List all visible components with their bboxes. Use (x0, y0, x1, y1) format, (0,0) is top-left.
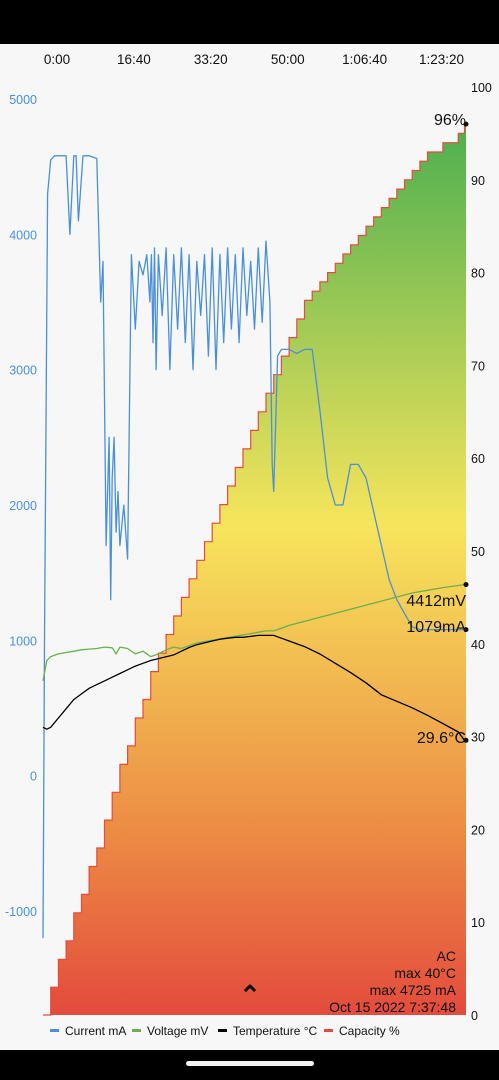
temperature-line (42, 634, 466, 741)
battery-history-chart: 0:00 16:40 33:20 50:00 1:06:40 1:23:20 500040… (5, 52, 492, 1038)
x-tick-label: 1:23:20 (419, 52, 464, 67)
legend-label: Current mA (65, 1024, 126, 1038)
right-tick-label: 70 (471, 359, 485, 373)
info-timestamp: Oct 15 2022 7:37:48 (329, 999, 456, 1015)
legend-swatch (218, 1029, 227, 1032)
right-tick-label: 40 (471, 638, 485, 652)
left-tick-label: 3000 (9, 364, 37, 378)
x-tick-label: 16:40 (117, 52, 151, 67)
current-end-dot (463, 627, 469, 633)
x-tick-label: 33:20 (194, 52, 228, 67)
left-tick-label: -1000 (5, 905, 37, 919)
x-tick-label: 0:00 (44, 52, 70, 67)
legend-label: Temperature °C (233, 1024, 317, 1038)
legend-swatch (324, 1029, 333, 1032)
x-tick-label: 1:06:40 (342, 52, 387, 67)
capacity-area (43, 124, 466, 1016)
right-tick-label: 80 (471, 267, 485, 281)
right-tick-label: 30 (471, 731, 485, 745)
capacity-line (43, 123, 467, 1016)
right-tick-label: 0 (471, 1009, 478, 1023)
info-max-temp: max 40°C (394, 965, 456, 981)
legend-label: Voltage mV (147, 1024, 208, 1038)
chart-legend: Current mA Voltage mV Temperature °C Capaci… (50, 1024, 400, 1038)
left-tick-label: 2000 (9, 499, 37, 513)
capacity-end-dot (463, 121, 469, 127)
info-charger-type: AC (437, 948, 456, 964)
right-tick-label: 20 (471, 823, 485, 837)
voltage-end-dot (463, 582, 469, 588)
expand-chevron-icon[interactable]: ⌃ (239, 980, 261, 1010)
info-max-current: max 4725 mA (370, 982, 457, 998)
temperature-end-dot (463, 737, 469, 743)
legend-swatch (50, 1029, 59, 1032)
left-tick-label: 5000 (9, 93, 37, 107)
right-tick-label: 60 (471, 452, 485, 466)
right-tick-label: 100 (471, 81, 492, 95)
capacity-end-label: 96% (434, 112, 466, 129)
voltage-end-label: 4412mV (406, 593, 466, 610)
voltage-line (42, 583, 465, 682)
legend-label: Capacity % (339, 1024, 400, 1038)
temperature-end-label: 29.6°C (417, 730, 466, 747)
right-tick-label: 50 (471, 545, 485, 559)
x-tick-label: 50:00 (271, 52, 305, 67)
battery-graph-card: 0:00 16:40 33:20 50:00 1:06:40 1:23:20 5000 40… (0, 44, 499, 1050)
left-tick-label: 0 (30, 770, 37, 784)
right-tick-label: 90 (471, 174, 485, 188)
left-tick-label: 1000 (9, 634, 37, 648)
current-end-label: 1079mA (406, 619, 466, 636)
left-tick-label: 4000 (9, 228, 37, 242)
legend-swatch (132, 1029, 141, 1032)
current-line (42, 155, 465, 939)
home-gesture-handle[interactable] (186, 1061, 314, 1066)
right-tick-label: 10 (471, 916, 485, 930)
